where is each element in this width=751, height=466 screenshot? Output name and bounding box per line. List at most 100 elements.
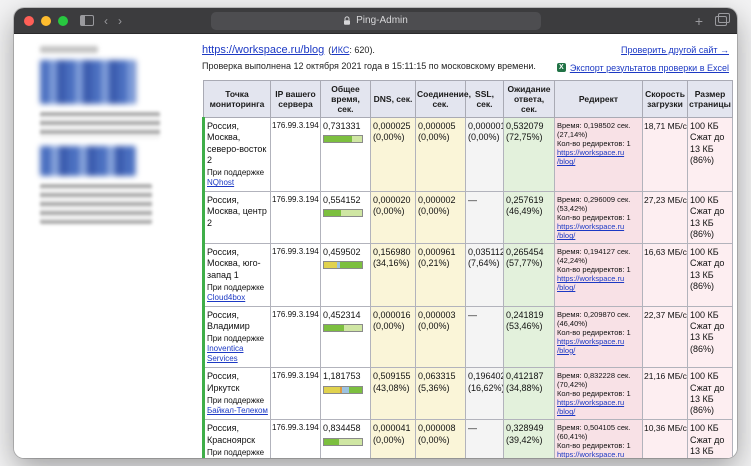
blurred-banner-block xyxy=(40,146,136,176)
support-prefix: При поддержке xyxy=(207,282,265,292)
monitoring-point-name: Россия, Иркутск xyxy=(207,371,240,393)
meta-line: Проверка выполнена 12 октября 2021 года … xyxy=(202,61,729,73)
dns-percent: (0,00%) xyxy=(373,132,405,143)
server-ip-value: 176.99.3.194 xyxy=(272,121,319,131)
server-ip-value: 176.99.3.194 xyxy=(272,371,319,381)
total-time-value: 0,731331 xyxy=(323,121,361,132)
support-provider-link[interactable]: Cloud4box xyxy=(207,292,246,302)
wait-percent: (72,75%) xyxy=(506,132,543,143)
checked-url-group: https://workspace.ru/blog (ИКС: 620). xyxy=(202,44,375,56)
time-bar-segment xyxy=(342,386,349,393)
redirect-percent: (53,42%) xyxy=(557,204,588,214)
tab-title: Ping-Admin xyxy=(356,15,408,26)
time-bar-segment xyxy=(336,262,340,269)
redirect-time: Время: 0,198502 сек. xyxy=(557,121,631,131)
redirect-url-path-link[interactable]: /blog/ xyxy=(557,157,576,167)
wait-cell: 0,265454 (57,77%) xyxy=(503,243,555,307)
redirect-time: Время: 0,504105 сек. xyxy=(557,423,631,433)
server-ip-value: 176.99.3.194 xyxy=(272,309,319,319)
connection-percent: (0,00%) xyxy=(418,206,450,217)
support-provider-link[interactable]: Inoventica Services xyxy=(207,344,244,364)
wait-cell: 0,328949 (39,42%) xyxy=(503,419,555,458)
ssl-value: — xyxy=(468,195,477,206)
redirect-url-path-link[interactable]: /blog/ xyxy=(557,407,576,417)
ssl-cell: — xyxy=(465,191,504,245)
monitoring-point-cell: Россия, Москва, северо-восток 2 При подд… xyxy=(202,117,271,193)
support-provider-link[interactable]: Байкал-Телеком xyxy=(207,405,268,415)
monitoring-point-name: Россия, Москва, северо-восток 2 xyxy=(207,121,267,165)
page-size-value: 100 КБ Сжат до 13 КБ (86%) xyxy=(690,371,725,416)
blurred-menu-line xyxy=(40,46,98,53)
sidebar-toggle-icon[interactable] xyxy=(80,15,94,26)
download-speed-cell: 18,71 МБ/с xyxy=(642,117,688,193)
window-controls xyxy=(24,15,68,26)
redirect-url-path-link[interactable]: /blog/ xyxy=(557,231,576,241)
dns-percent: (0,00%) xyxy=(373,434,405,445)
monitoring-point-name: Россия, Москва, центр 2 xyxy=(207,195,267,228)
support-line: При поддержке Cloud4box xyxy=(207,283,268,303)
time-bar-segment xyxy=(324,325,345,332)
browser-tab[interactable]: Ping-Admin xyxy=(210,11,541,30)
wait-cell: 0,412187 (34,88%) xyxy=(503,367,555,421)
time-bar xyxy=(323,385,363,394)
support-provider-link[interactable]: NQhost xyxy=(207,178,235,188)
dns-value: 0,000016 xyxy=(373,309,411,320)
header-server-ip: IP вашего сервера xyxy=(270,79,321,119)
tab-overview-icon[interactable] xyxy=(715,12,730,26)
zoom-window-button[interactable] xyxy=(58,15,68,26)
results-table-body: Россия, Москва, северо-восток 2 При подд… xyxy=(202,117,733,458)
redirect-url-link[interactable]: https://workspace.ru xyxy=(557,336,625,346)
check-timestamp: Проверка выполнена 12 октября 2021 года … xyxy=(202,61,536,71)
time-bar xyxy=(323,135,363,144)
back-icon[interactable]: ‹ xyxy=(104,13,108,28)
redirect-count: Кол-во редиректов: 1 xyxy=(557,265,631,275)
wait-value: 0,265454 xyxy=(506,247,544,258)
redirect-url-path-link[interactable]: /blog/ xyxy=(557,283,576,293)
page-size-value: 100 КБ Сжат до 13 КБ (86%) xyxy=(690,247,725,291)
time-bar-segment xyxy=(338,438,362,445)
redirect-cell: Время: 0,296009 сек. (53,42%) Кол-во ред… xyxy=(554,191,643,245)
time-bar xyxy=(323,437,363,446)
time-bar-segment xyxy=(324,262,337,269)
header-row: Точка мониторинга IP вашего сервера Обще… xyxy=(203,79,733,119)
checked-url-link[interactable]: https://workspace.ru/blog xyxy=(202,44,325,56)
redirect-url-path-link[interactable]: /blog/ xyxy=(557,345,576,355)
forward-icon[interactable]: › xyxy=(118,13,122,28)
wait-percent: (34,88%) xyxy=(506,382,543,393)
download-speed-value: 27,23 МБ/с xyxy=(644,195,687,206)
connection-value: 0,000002 xyxy=(418,195,456,206)
ssl-cell: 0,035112 (7,64%) xyxy=(465,243,504,307)
download-speed-value: 22,37 МБ/с xyxy=(644,309,687,320)
server-ip-cell: 176.99.3.194 xyxy=(270,419,321,458)
table-row: Россия, Красноярск При поддержке Optibit… xyxy=(202,419,733,458)
redirect-cell: Время: 0,194127 сек. (42,24%) Кол-во ред… xyxy=(554,243,643,307)
ssl-percent: (0,00%) xyxy=(468,132,500,143)
redirect-url-link[interactable]: https://workspace.ru xyxy=(557,274,625,284)
redirect-url-link[interactable]: https://workspace.ru xyxy=(557,450,625,458)
redirect-url-link[interactable]: https://workspace.ru xyxy=(557,398,625,408)
export-excel-link[interactable]: Экспорт результатов проверки в Excel xyxy=(569,62,729,73)
total-time-cell: 0,834458 xyxy=(320,419,371,458)
redirect-url-link[interactable]: https://workspace.ru xyxy=(557,148,625,158)
server-ip-value: 176.99.3.194 xyxy=(272,247,319,257)
download-speed-value: 10,36 МБ/с xyxy=(644,423,687,434)
excel-icon: X xyxy=(556,63,566,72)
wait-percent: (53,46%) xyxy=(506,321,543,332)
browser-titlebar: ‹ › Ping-Admin + xyxy=(14,8,737,34)
table-row: Россия, Москва, северо-восток 2 При подд… xyxy=(202,117,733,193)
redirect-time: Время: 0,296009 сек. xyxy=(557,195,631,205)
new-tab-icon[interactable]: + xyxy=(694,12,703,29)
redirect-time: Время: 0,832228 сек. xyxy=(557,371,631,381)
connection-value: 0,000008 xyxy=(418,423,456,434)
iks-link[interactable]: ИКС xyxy=(331,45,350,55)
wait-value: 0,412187 xyxy=(506,371,544,382)
monitoring-point-cell: Россия, Москва, юго-запад 1 При поддержк… xyxy=(202,243,271,307)
minimize-window-button[interactable] xyxy=(41,15,51,26)
download-speed-value: 16,63 МБ/с xyxy=(644,247,687,258)
check-other-site-link[interactable]: Проверить другой сайт → xyxy=(621,45,729,55)
results-table: Точка мониторинга IP вашего сервера Обще… xyxy=(202,79,733,458)
redirect-time: Время: 0,194127 сек. xyxy=(557,247,631,257)
redirect-url-link[interactable]: https://workspace.ru xyxy=(557,222,625,232)
close-window-button[interactable] xyxy=(24,15,34,26)
server-ip-value: 176.99.3.194 xyxy=(272,423,319,433)
